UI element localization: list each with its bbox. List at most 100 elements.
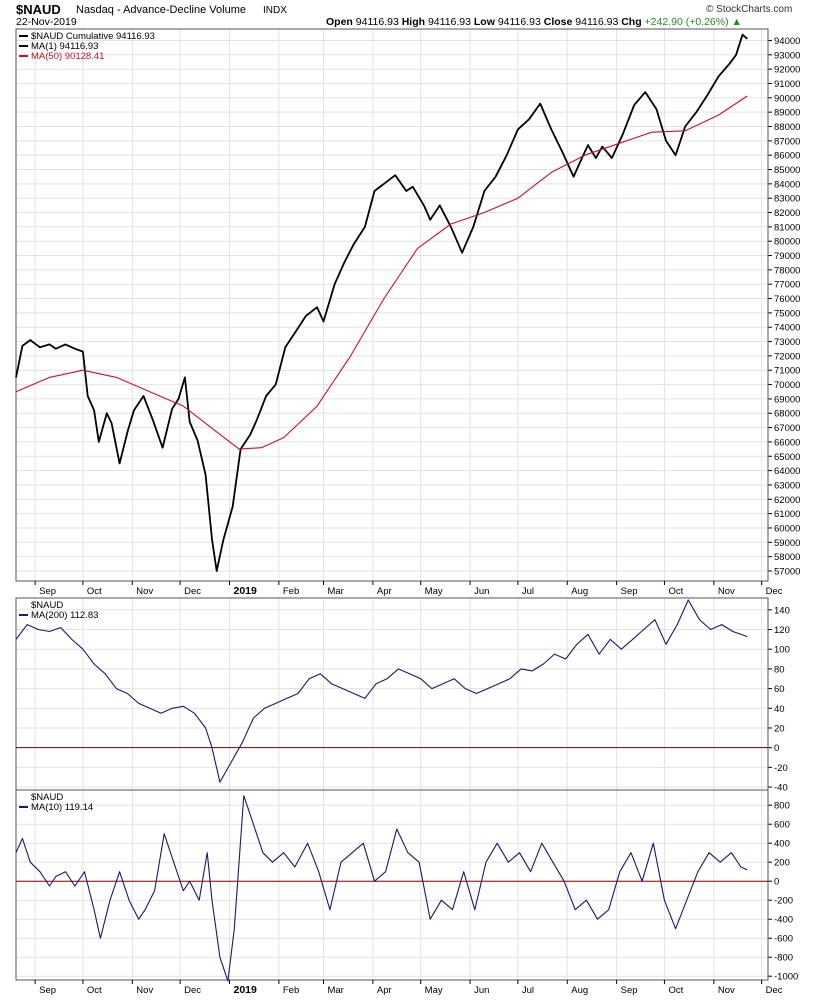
x-tick-label: Mar: [327, 985, 343, 996]
x-tick-label: May: [425, 586, 443, 597]
x-tick-label: Dec: [184, 985, 201, 996]
y-tick-label: 73000: [774, 337, 800, 348]
x-tick-label: Nov: [136, 985, 153, 996]
y-tick-label: 64000: [774, 466, 800, 477]
exchange-label: INDX: [263, 5, 287, 16]
x-tick-label: Dec: [184, 586, 201, 597]
y-tick-label: 100: [774, 645, 790, 656]
y-tick-label: 87000: [774, 136, 800, 147]
y-tick-label: 94000: [774, 36, 800, 47]
y-tick-label: 400: [774, 839, 790, 850]
low-value: 94116.93: [497, 16, 541, 28]
x-tick-label: Nov: [718, 985, 735, 996]
y-tick-label: 69000: [774, 394, 800, 405]
y-tick-label: -800: [774, 953, 793, 964]
y-tick-label: 76000: [774, 294, 800, 305]
up-triangle-icon: ▲: [731, 16, 742, 28]
y-tick-label: 89000: [774, 108, 800, 119]
y-tick-label: 91000: [774, 79, 800, 90]
x-tick-label: Jul: [522, 985, 534, 996]
legend-entry: $NAUD: [31, 600, 63, 611]
y-tick-label: -1000: [774, 972, 798, 983]
x-tick-label: Jun: [474, 586, 489, 597]
y-tick-label: 60: [774, 684, 785, 695]
y-tick-label: 57000: [774, 566, 800, 577]
x-tick-label: Dec: [766, 586, 783, 597]
y-tick-label: 77000: [774, 280, 800, 291]
y-tick-label: 90000: [774, 93, 800, 104]
y-tick-label: -200: [774, 896, 793, 907]
x-tick-label: Oct: [87, 586, 102, 597]
x-tick-label: Sep: [39, 985, 56, 996]
high-label: High: [401, 16, 426, 28]
series-line-ma-50-: [15, 95, 748, 450]
y-tick-label: 70000: [774, 380, 800, 391]
series-line-ma-1-: [15, 33, 748, 572]
panel-border: [15, 28, 769, 582]
date-label: 22-Nov-2019: [16, 16, 77, 28]
x-tick-label: Sep: [621, 586, 638, 597]
x-tick-label: 2019: [233, 984, 257, 996]
y-tick-label: 82000: [774, 208, 800, 219]
legend-entry: $NAUD Cumulative 94116.93: [31, 31, 155, 42]
y-tick-label: 61000: [774, 509, 800, 520]
y-tick-label: 0: [774, 743, 779, 754]
y-tick-label: 79000: [774, 251, 800, 262]
x-tick-label: Oct: [668, 586, 683, 597]
y-tick-label: 63000: [774, 480, 800, 491]
x-tick-label: Apr: [377, 586, 392, 597]
x-tick-label: Apr: [377, 985, 392, 996]
brand-label: © StockCharts.com: [706, 4, 793, 15]
y-tick-label: 78000: [774, 265, 800, 276]
y-tick-label: 65000: [774, 452, 800, 463]
y-tick-label: 140: [774, 605, 790, 616]
y-tick-label: 93000: [774, 50, 800, 61]
high-value: 94116.93: [427, 16, 471, 28]
low-label: Low: [473, 16, 495, 28]
y-tick-label: 71000: [774, 366, 800, 377]
panel-border: [15, 789, 769, 981]
legend-entry: MA(200) 112.83: [31, 610, 98, 621]
y-tick-label: 66000: [774, 437, 800, 448]
y-tick-label: 40: [774, 704, 785, 715]
x-tick-label: Oct: [668, 985, 683, 996]
x-tick-label: Mar: [327, 586, 343, 597]
x-tick-label: Feb: [283, 586, 299, 597]
x-tick-label: Nov: [718, 586, 735, 597]
y-tick-label: 600: [774, 820, 790, 831]
y-tick-label: -600: [774, 934, 793, 945]
y-tick-label: -20: [774, 763, 788, 774]
series-line-ma-10-: [15, 795, 748, 982]
y-tick-label: 81000: [774, 222, 800, 233]
x-tick-label: Nov: [136, 586, 153, 597]
y-tick-label: 80000: [774, 237, 800, 248]
y-tick-label: 88000: [774, 122, 800, 133]
chg-value: +242.90 (+0.26%): [644, 16, 729, 28]
y-tick-label: 74000: [774, 323, 800, 334]
legend-entry: MA(50) 90128.41: [31, 51, 104, 62]
y-tick-label: 200: [774, 858, 790, 869]
x-tick-label: 2019: [233, 585, 257, 597]
y-tick-label: 60000: [774, 523, 800, 534]
y-tick-label: 84000: [774, 179, 800, 190]
chart-title: Nasdaq - Advance-Decline Volume: [76, 4, 246, 16]
y-tick-label: -40: [774, 783, 788, 794]
y-tick-label: 68000: [774, 409, 800, 420]
chg-label: Chg: [621, 16, 642, 28]
y-tick-label: 75000: [774, 308, 800, 319]
legend-entry: MA(1) 94116.93: [31, 41, 98, 52]
y-tick-label: 72000: [774, 351, 800, 362]
x-tick-label: Aug: [571, 586, 588, 597]
y-tick-label: 59000: [774, 538, 800, 549]
x-tick-label: Aug: [571, 985, 588, 996]
ohlc-readout: Open 94116.93 High 94116.93 Low 94116.93…: [326, 16, 742, 28]
legend-entry: MA(10) 119.14: [31, 802, 93, 813]
y-tick-label: -400: [774, 915, 793, 926]
legend-entry: $NAUD: [31, 792, 63, 803]
y-tick-label: 20: [774, 723, 785, 734]
close-value: 94116.93: [575, 16, 619, 28]
open-label: Open: [326, 16, 353, 28]
y-tick-label: 67000: [774, 423, 800, 434]
